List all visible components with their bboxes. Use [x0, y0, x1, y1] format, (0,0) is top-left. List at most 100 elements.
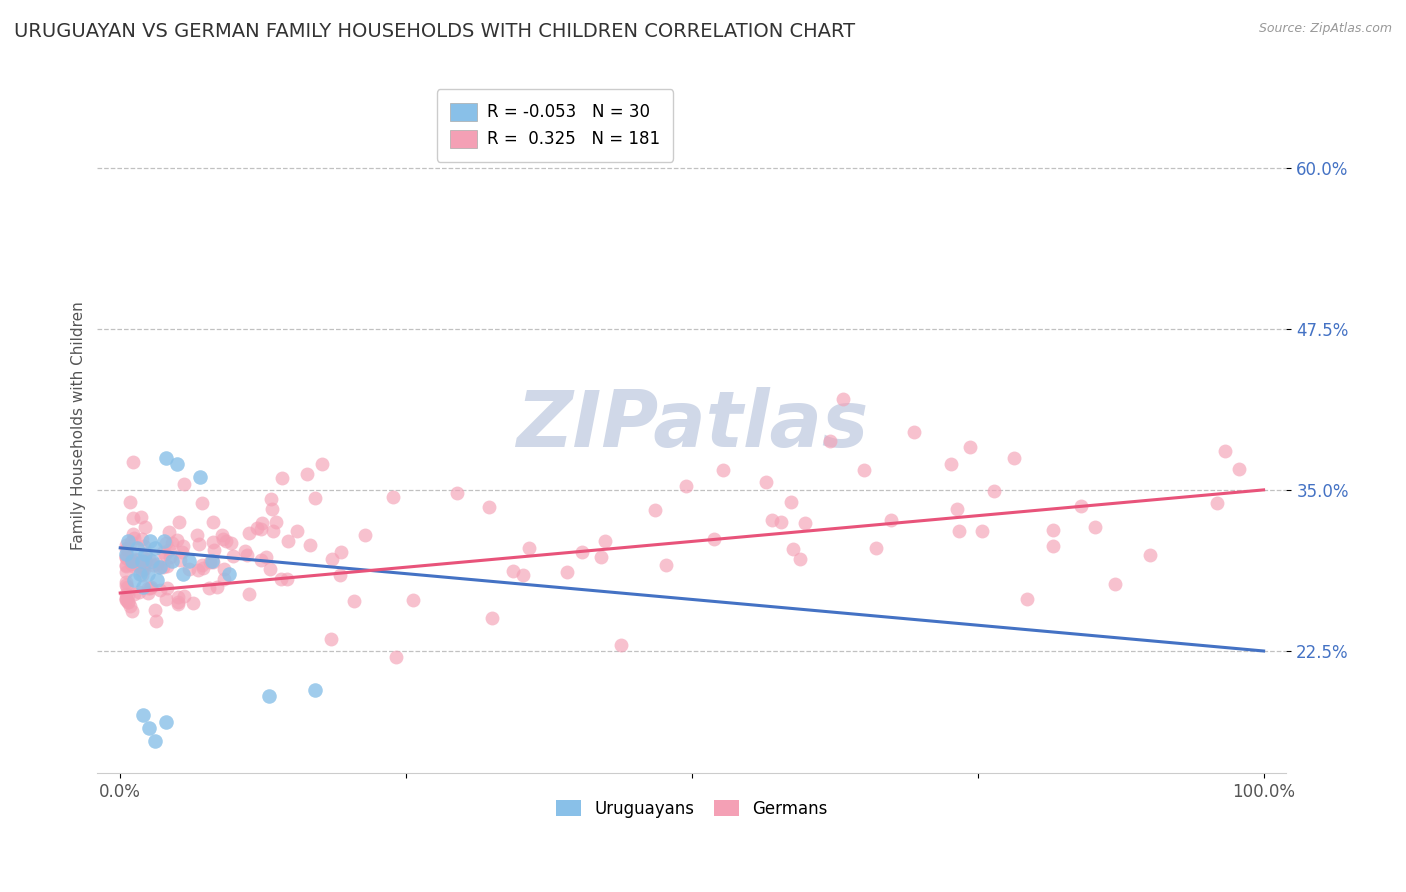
Point	[959, 440, 981, 454]
Point	[711, 463, 734, 477]
Point	[121, 554, 143, 568]
Point	[127, 558, 149, 573]
Point	[201, 554, 224, 568]
Point	[789, 551, 811, 566]
Point	[270, 471, 292, 485]
Point	[187, 563, 209, 577]
Point	[172, 540, 194, 554]
Point	[138, 722, 160, 736]
Point	[152, 544, 174, 558]
Point	[478, 500, 501, 514]
Point	[134, 552, 156, 566]
Point	[703, 533, 725, 547]
Point	[770, 515, 793, 529]
Point	[169, 553, 191, 567]
Point	[218, 566, 240, 581]
Point	[1042, 524, 1064, 538]
Point	[254, 550, 277, 565]
Point	[118, 599, 141, 613]
Point	[131, 554, 153, 568]
Point	[141, 580, 163, 594]
Point	[127, 541, 149, 555]
Point	[122, 573, 145, 587]
Point	[198, 582, 221, 596]
Point	[155, 450, 177, 465]
Point	[136, 566, 159, 581]
Point	[115, 566, 138, 580]
Text: ZIPatlas: ZIPatlas	[516, 387, 868, 464]
Point	[157, 524, 180, 539]
Point	[238, 526, 260, 541]
Point	[115, 558, 138, 573]
Point	[115, 591, 138, 606]
Point	[343, 594, 366, 608]
Point	[145, 558, 167, 572]
Point	[117, 588, 139, 602]
Point	[134, 520, 156, 534]
Point	[166, 533, 188, 547]
Point	[250, 516, 273, 530]
Point	[948, 524, 970, 538]
Point	[167, 595, 190, 609]
Point	[132, 561, 155, 575]
Point	[329, 545, 352, 559]
Point	[181, 596, 204, 610]
Point	[122, 527, 145, 541]
Point	[117, 595, 139, 609]
Point	[128, 585, 150, 599]
Point	[782, 541, 804, 556]
Point	[177, 554, 200, 568]
Point	[205, 581, 228, 595]
Point	[260, 502, 283, 516]
Point	[946, 502, 969, 516]
Point	[132, 580, 155, 594]
Point	[202, 542, 225, 557]
Point	[132, 555, 155, 569]
Point	[519, 541, 541, 556]
Point	[246, 521, 269, 535]
Point	[257, 689, 280, 703]
Point	[201, 555, 224, 569]
Point	[644, 503, 666, 517]
Point	[167, 515, 190, 529]
Point	[118, 495, 141, 509]
Point	[321, 632, 343, 646]
Point	[321, 552, 343, 566]
Point	[903, 425, 925, 440]
Point	[1139, 548, 1161, 562]
Point	[115, 547, 138, 561]
Point	[142, 558, 165, 573]
Point	[115, 578, 138, 592]
Point	[285, 524, 308, 538]
Point	[266, 515, 288, 529]
Point	[132, 559, 155, 574]
Point	[145, 614, 167, 628]
Point	[354, 528, 377, 542]
Point	[675, 479, 697, 493]
Text: URUGUAYAN VS GERMAN FAMILY HOUSEHOLDS WITH CHILDREN CORRELATION CHART: URUGUAYAN VS GERMAN FAMILY HOUSEHOLDS WI…	[14, 22, 855, 41]
Point	[1104, 577, 1126, 591]
Point	[1015, 591, 1038, 606]
Point	[311, 457, 333, 471]
Point	[122, 455, 145, 469]
Point	[132, 539, 155, 553]
Point	[132, 708, 155, 723]
Point	[297, 467, 319, 481]
Point	[132, 557, 155, 571]
Point	[589, 549, 612, 564]
Point	[141, 554, 163, 568]
Point	[173, 476, 195, 491]
Point	[124, 552, 146, 566]
Point	[121, 604, 143, 618]
Point	[212, 573, 235, 587]
Point	[143, 602, 166, 616]
Point	[146, 573, 169, 587]
Point	[156, 582, 179, 596]
Point	[117, 595, 139, 609]
Point	[593, 533, 616, 548]
Point	[177, 562, 200, 576]
Point	[304, 682, 326, 697]
Point	[160, 554, 183, 568]
Point	[780, 495, 803, 509]
Point	[219, 536, 242, 550]
